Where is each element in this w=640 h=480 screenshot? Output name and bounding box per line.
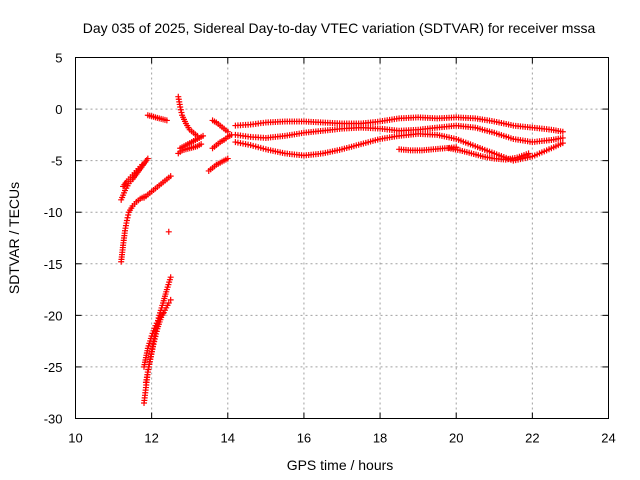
- data-point: [559, 134, 566, 141]
- x-tick-label: 14: [221, 431, 235, 446]
- data-point: [165, 299, 172, 306]
- y-tick-label: -10: [44, 205, 63, 220]
- x-tick-label: 16: [297, 431, 311, 446]
- data-point: [224, 155, 231, 162]
- data-point: [198, 141, 205, 148]
- grid: [75, 57, 609, 419]
- data-point: [525, 150, 532, 157]
- data-point: [165, 228, 172, 235]
- y-tick-label: -20: [44, 308, 63, 323]
- data-point: [167, 173, 174, 180]
- data-point: [163, 117, 170, 124]
- data-point: [559, 128, 566, 135]
- axis-ticks: 10 12 14 16 18 20 22 24 5 0 -5 -10 -15 -20 -25 -30: [44, 51, 616, 446]
- data-point: [224, 128, 231, 135]
- x-tick-label: 24: [601, 431, 615, 446]
- data-point: [177, 106, 184, 113]
- x-tick-label: 22: [525, 431, 539, 446]
- y-tick-label: -30: [44, 412, 63, 427]
- data-point: [167, 296, 174, 303]
- data-point: [167, 274, 174, 281]
- y-axis-label: SDTVAR / TECUs: [6, 182, 22, 294]
- x-axis-label: GPS time / hours: [287, 457, 394, 473]
- y-tick-label: -25: [44, 360, 63, 375]
- data-point: [160, 310, 167, 317]
- y-tick-label: 0: [55, 102, 62, 117]
- y-tick-label: -5: [51, 154, 63, 169]
- x-tick-label: 10: [68, 431, 82, 446]
- y-tick-label: 5: [55, 51, 62, 66]
- data-point: [139, 161, 146, 168]
- data-point: [177, 104, 184, 111]
- data-point: [125, 211, 132, 218]
- data-points: [118, 93, 566, 407]
- y-tick-label: -15: [44, 257, 63, 272]
- x-tick-label: 18: [373, 431, 387, 446]
- x-tick-label: 12: [144, 431, 158, 446]
- plot-frame: [75, 57, 609, 419]
- data-point: [123, 217, 130, 224]
- data-point: [200, 132, 207, 139]
- data-point: [559, 140, 566, 147]
- chart-title: Day 035 of 2025, Sidereal Day-to-day VTE…: [83, 20, 596, 36]
- data-point: [178, 109, 185, 116]
- data-point: [144, 155, 151, 162]
- data-point: [124, 214, 131, 221]
- x-tick-label: 20: [449, 431, 463, 446]
